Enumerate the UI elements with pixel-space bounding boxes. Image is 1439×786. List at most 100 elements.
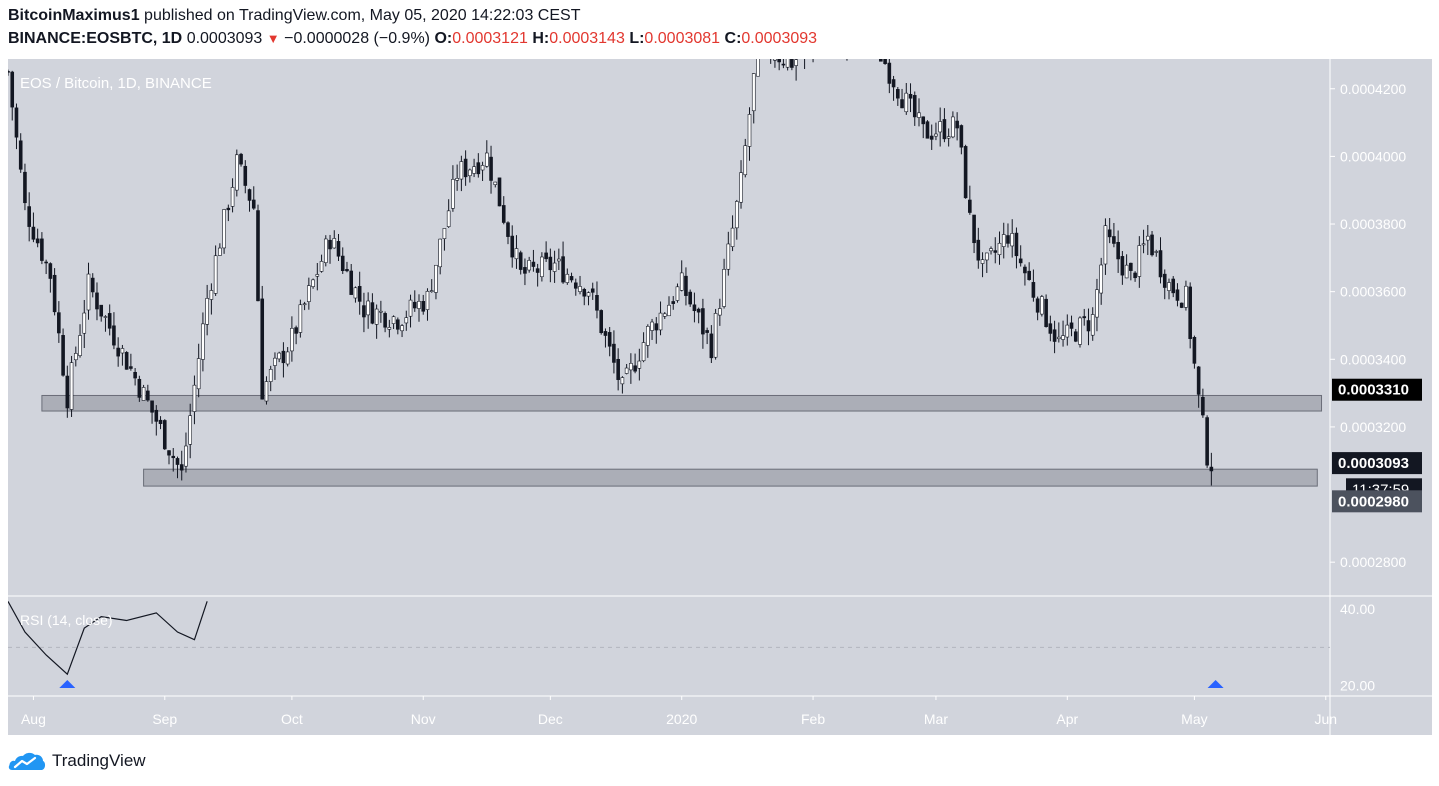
candle-body — [1209, 466, 1214, 472]
candle-body — [624, 367, 629, 374]
candle-body — [573, 282, 578, 289]
candle-body — [569, 276, 574, 281]
candle-body — [455, 178, 459, 181]
candle-body — [709, 333, 714, 359]
candle-body — [408, 299, 413, 317]
candle-body — [535, 268, 540, 273]
open-value: 0.0003121 — [452, 30, 528, 47]
candle-body — [442, 228, 447, 239]
candle-body — [501, 205, 506, 223]
candle-body — [379, 310, 383, 313]
candle-body — [23, 171, 27, 204]
candle-body — [883, 57, 887, 64]
candle-body — [607, 332, 612, 347]
candle-body — [1154, 251, 1159, 253]
time-tick-label: Feb — [801, 711, 825, 727]
candle-body — [311, 279, 315, 287]
candle-body — [1175, 289, 1180, 301]
candle-body — [984, 252, 989, 261]
support-zone-2 — [143, 468, 1318, 487]
candle-body — [328, 239, 332, 250]
candle-body — [230, 187, 235, 207]
tradingview-logo-icon — [8, 752, 46, 770]
candle-body — [247, 189, 252, 201]
candle-body — [671, 301, 676, 304]
candle-body — [1069, 322, 1074, 329]
time-tick-label: Oct — [281, 711, 303, 727]
candle-body — [124, 352, 129, 370]
candle-body — [323, 238, 328, 263]
candle-body — [701, 308, 705, 335]
candle-body — [391, 316, 396, 324]
candle-body — [739, 172, 743, 203]
candle-body — [658, 312, 663, 331]
candle-body — [951, 116, 955, 138]
candle-body — [116, 347, 120, 357]
candle-body — [90, 277, 95, 293]
chart-area[interactable]: 0.0004200 0.0004000 0.0003800 0.0003600 0.00… — [6, 17, 1432, 735]
candle-body — [1112, 236, 1116, 244]
candle-body — [1086, 320, 1091, 332]
candle-body — [531, 261, 536, 267]
candle-body — [374, 308, 379, 325]
candle-body — [6, 71, 10, 73]
price-label-1: 0.0003310 — [1338, 382, 1409, 399]
ohlc-line: BINANCE:EOSBTC, 1D 0.0003093 ▼ −0.000002… — [8, 30, 817, 48]
candle-body — [239, 153, 243, 165]
candle-body — [268, 369, 273, 382]
candle-body — [578, 286, 582, 292]
footer-brand[interactable]: TradingView — [8, 750, 146, 772]
published-text: published on TradingView.com, May 05, 20… — [144, 7, 581, 24]
candle-body — [705, 330, 709, 333]
candle-body — [1061, 335, 1065, 340]
candle-body — [612, 343, 616, 363]
candle-body — [1040, 296, 1044, 315]
candle-body — [603, 331, 608, 336]
candle-body — [31, 226, 36, 240]
candle-body — [506, 222, 510, 237]
candle-body — [52, 274, 57, 313]
candle-body — [586, 292, 591, 297]
candle-body — [421, 301, 426, 312]
candle-body — [688, 291, 692, 305]
candle-body — [1006, 235, 1010, 244]
price-axis[interactable]: 0.0004200 0.0004000 0.0003800 0.0003600 0.00… — [1330, 81, 1422, 694]
candle-body — [162, 420, 167, 450]
candle-body — [1167, 282, 1171, 291]
candle-body — [565, 273, 570, 283]
candle-body — [120, 348, 125, 354]
candle-body — [1196, 366, 1201, 395]
author-name[interactable]: BitcoinMaximus1 — [8, 7, 140, 24]
candle-body — [650, 321, 654, 331]
candle-body — [345, 269, 349, 272]
candle-body — [86, 273, 91, 311]
rsi-line — [7, 601, 208, 676]
candle-body — [129, 366, 133, 369]
candle-body — [684, 275, 688, 296]
candle-body — [353, 287, 358, 299]
candle-body — [1120, 256, 1125, 276]
candle-body — [226, 207, 231, 211]
candle-body — [205, 298, 209, 325]
candle-body — [514, 248, 519, 260]
candle-body — [27, 206, 31, 227]
candle-body — [1158, 250, 1163, 278]
candle-body — [912, 95, 917, 118]
rsi-signal-arrow-2 — [1207, 680, 1224, 688]
candle-body — [1124, 264, 1129, 279]
time-tick-label: Dec — [538, 711, 563, 727]
candle-body — [48, 263, 53, 279]
candle-body — [1065, 324, 1070, 338]
price-tick-label: 0.0004200 — [1340, 81, 1406, 97]
candle-body — [679, 272, 684, 291]
candle-body — [1129, 262, 1133, 271]
candle-body — [18, 140, 23, 170]
candle-body — [1103, 225, 1108, 265]
candle-body — [1027, 270, 1031, 280]
candle-body — [662, 313, 667, 317]
candle-body — [1052, 329, 1057, 342]
candle-body — [781, 63, 786, 66]
time-axis[interactable]: Aug Sep Oct Nov Dec 2020 Feb Mar Apr May Jun — [21, 696, 1337, 727]
candle-body — [383, 313, 387, 328]
chart-svg[interactable]: 0.0004200 0.0004000 0.0003800 0.0003600 0.00… — [6, 17, 1432, 735]
